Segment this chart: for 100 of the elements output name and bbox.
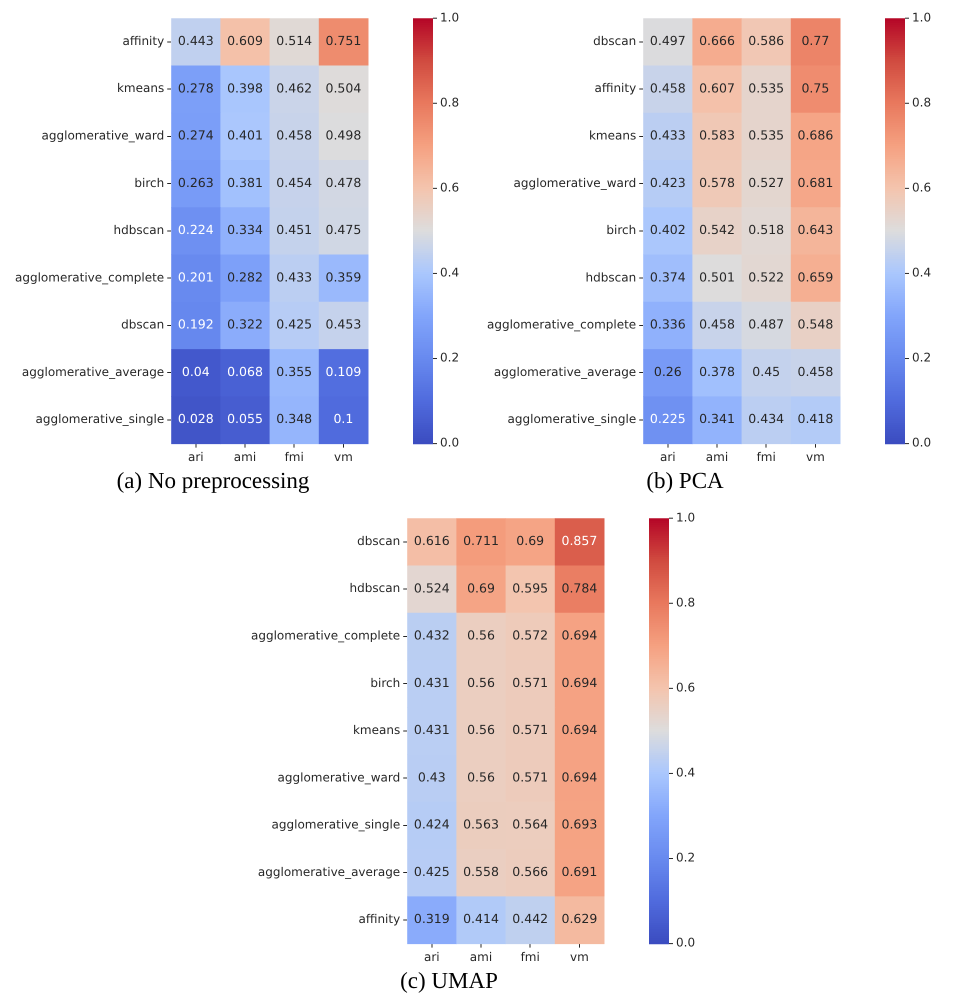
color-bar-label: 1.0	[676, 510, 696, 524]
y-tick-label: dbscan	[593, 34, 636, 48]
data-label: 0.75	[801, 80, 830, 96]
data-label: 0.334	[227, 222, 263, 238]
x-tick-label: ami	[234, 450, 256, 464]
data-label: 0.414	[463, 911, 499, 926]
data-label: 0.694	[562, 674, 598, 690]
data-label: 0.566	[512, 864, 548, 879]
data-label: 0.453	[326, 316, 362, 332]
y-tick-label: agglomerative_average	[258, 864, 400, 879]
text: (b) PCA	[645, 468, 725, 494]
data-label: 0.319	[414, 911, 450, 926]
y-tick-label: kmeans	[352, 723, 400, 738]
y-tick-label: kmeans	[116, 81, 164, 96]
data-label: 0.322	[227, 316, 263, 332]
data-label: 0.578	[699, 174, 735, 190]
data-label: 0.487	[748, 316, 784, 332]
y-tick-label: agglomerative_complete	[486, 318, 636, 332]
y-tick-label: agglomerative_single	[508, 412, 636, 426]
data-label: 0.348	[276, 411, 312, 426]
data-label: 0.609	[227, 33, 263, 48]
data-label: 0.43	[418, 769, 446, 784]
y-tick-label: dbscan	[121, 318, 164, 332]
y-tick-label: agglomerative_ward	[42, 128, 164, 142]
data-label: 0.04	[182, 364, 210, 379]
x-tick-label: vm	[334, 450, 353, 464]
data-label: 0.629	[562, 911, 598, 926]
data-label: 0.263	[178, 174, 214, 190]
data-label: 0.784	[562, 580, 598, 596]
data-label: 0.77	[801, 33, 830, 48]
data-label: 0.681	[798, 174, 834, 190]
y-tick-label: birch	[134, 176, 164, 190]
y-tick-label: agglomerative_complete	[14, 270, 164, 284]
data-label: 0.225	[650, 411, 686, 426]
data-label: 0.524	[414, 580, 450, 596]
data-label: 0.693	[562, 816, 598, 832]
y-tick-label: agglomerative_ward	[278, 770, 400, 784]
data-label: 0.583	[699, 128, 735, 143]
data-label: 0.535	[748, 128, 784, 143]
color-bar-label: 0.2	[676, 850, 696, 865]
text: (a) No preprocessing	[116, 468, 310, 494]
data-label: 0.282	[227, 269, 263, 284]
data-label: 0.56	[467, 628, 495, 643]
data-label: 0.1	[333, 411, 354, 426]
x-tick-label: ari	[660, 450, 676, 464]
data-label: 0.45	[752, 364, 780, 379]
x-tick-label: fmi	[756, 450, 776, 464]
data-label: 0.374	[650, 269, 686, 284]
color-bar-label: 0.6	[440, 180, 460, 194]
data-label: 0.56	[467, 769, 495, 784]
y-tick-label: hdbscan	[114, 223, 164, 238]
color-bar-label: 1.0	[912, 10, 932, 24]
data-label: 0.478	[326, 174, 362, 190]
y-tick-label: birch	[606, 223, 636, 238]
data-label: 0.424	[414, 816, 450, 832]
color-bar-label: 0.6	[912, 180, 932, 194]
data-label: 0.659	[798, 269, 834, 284]
data-label: 0.458	[650, 80, 686, 96]
color-bar-label: 0.8	[912, 95, 932, 110]
color-bar-label: 0.8	[676, 595, 696, 610]
y-tick-label: agglomerative_average	[494, 364, 636, 379]
x-tick-label: ami	[470, 950, 492, 964]
data-label: 0.109	[326, 364, 362, 379]
y-tick-label: dbscan	[357, 534, 400, 548]
data-label: 0.504	[326, 80, 362, 96]
data-label: 0.56	[467, 674, 495, 690]
y-tick-label: affinity	[122, 34, 164, 48]
data-label: 0.381	[227, 174, 263, 190]
data-label: 0.028	[178, 411, 214, 426]
data-label: 0.558	[463, 864, 499, 879]
data-label: 0.434	[748, 411, 784, 426]
data-label: 0.497	[650, 33, 686, 48]
data-label: 0.458	[699, 316, 735, 332]
data-label: 0.514	[276, 33, 312, 48]
data-label: 0.518	[748, 222, 784, 238]
data-label: 0.586	[748, 33, 784, 48]
data-label: 0.433	[650, 128, 686, 143]
x-tick-label: ami	[706, 450, 728, 464]
data-label: 0.224	[178, 222, 214, 238]
data-label: 0.068	[227, 364, 263, 379]
color-bar-label: 0.4	[440, 266, 460, 280]
y-tick-label: kmeans	[588, 128, 636, 142]
data-label: 0.431	[414, 674, 450, 690]
data-label: 0.432	[414, 628, 450, 643]
data-label: 0.535	[748, 80, 784, 96]
data-label: 0.542	[699, 222, 735, 238]
color-bar-label: 0.8	[440, 95, 460, 110]
y-tick-label: birch	[370, 676, 400, 690]
x-tick-label: vm	[570, 950, 589, 964]
y-tick-label: agglomerative_single	[272, 818, 400, 832]
data-label: 0.666	[699, 33, 735, 48]
data-label: 0.402	[650, 222, 686, 238]
data-label: 0.443	[178, 33, 214, 48]
color-bar-label: 0.4	[912, 266, 932, 280]
color-bar-label: 0.0	[676, 936, 696, 950]
data-label: 0.398	[227, 80, 263, 96]
y-tick-label: affinity	[358, 912, 400, 926]
data-label: 0.69	[516, 533, 544, 548]
color-bar-label: 0.2	[912, 350, 932, 365]
y-tick-label: agglomerative_ward	[514, 176, 636, 190]
